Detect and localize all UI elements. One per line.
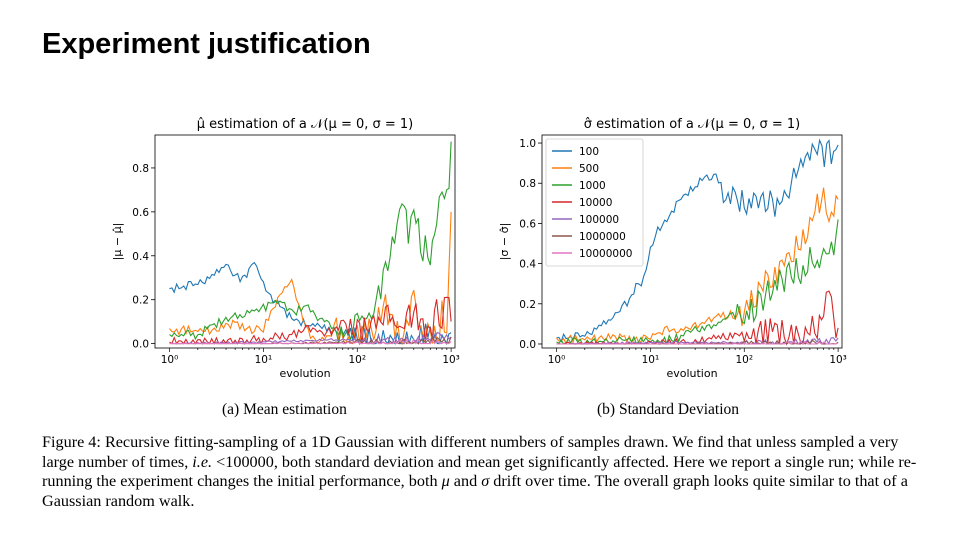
series-line-500: [556, 187, 839, 345]
plot-frame: [154, 134, 456, 349]
caption-sigma: σ: [481, 472, 490, 490]
series-line-10000000: [556, 340, 839, 345]
series-line-100000: [169, 331, 452, 345]
series-line-1000: [169, 141, 452, 344]
x-tick-label: 10⁰: [548, 354, 566, 366]
caption-part1: Recursive fitting-sampling of a 1D Gauss…: [42, 433, 899, 471]
y-tick-label: 0.0: [132, 339, 149, 351]
series-line-10000000: [169, 338, 452, 345]
plot-frame: [541, 134, 843, 349]
legend-label-10000: 10000: [579, 197, 612, 209]
series-line-100: [556, 138, 839, 343]
subcaption-std: (b) Standard Deviation: [597, 401, 740, 418]
x-tick-label: 10⁰: [161, 354, 179, 366]
y-tick-label: 0.6: [519, 218, 536, 230]
y-axis-label: |μ − μ̂|: [111, 223, 124, 261]
series-line-500: [169, 211, 452, 346]
caption-and: and: [453, 472, 478, 490]
y-tick-label: 0.2: [132, 295, 149, 307]
legend-label-10000000: 10000000: [579, 248, 632, 260]
series-group: [556, 138, 839, 346]
legend-label-100: 100: [579, 146, 599, 158]
legend-label-100000: 100000: [579, 214, 619, 226]
y-tick-label: 0.6: [132, 207, 149, 219]
x-axis-label: evolution: [666, 367, 717, 380]
x-tick-label: 10²: [348, 354, 366, 366]
caption-part3: drift over time. The overall graph looks…: [42, 472, 908, 510]
caption-part2: <100000, both standard deviation and mea…: [42, 452, 917, 491]
y-tick-label: 0.8: [132, 163, 149, 175]
slide-title: Experiment justification: [42, 28, 371, 60]
std-estimation-chart: σ̂ estimation of a 𝒩(μ = 0, σ = 1) 0.0 0.2…: [498, 117, 847, 380]
series-line-10000: [169, 296, 452, 346]
x-tick-label: 10³: [442, 354, 460, 366]
y-tick-label: 0.2: [519, 299, 536, 311]
legend-label-500: 500: [579, 163, 599, 175]
x-tick-label: 10³: [829, 354, 847, 366]
caption-label: Figure 4:: [42, 433, 101, 451]
series-group: [169, 141, 452, 346]
x-tick-label: 10²: [735, 354, 753, 366]
caption-mu: μ: [441, 472, 450, 490]
series-line-10000: [556, 290, 839, 346]
y-tick-label: 0.4: [132, 251, 149, 263]
subcaption-mean: (a) Mean estimation: [222, 401, 347, 418]
legend-label-1000: 1000: [579, 180, 606, 192]
chart-legend: 100 500 1000 10000 100000 1000000 10000000: [545, 138, 644, 267]
y-tick-label: 0.4: [519, 259, 536, 271]
mean-estimation-chart: μ̂ estimation of a 𝒩(μ = 0, σ = 1) 0.0 0.2…: [111, 117, 460, 380]
legend-label-1000000: 1000000: [579, 231, 626, 243]
legend-frame: [545, 138, 644, 267]
y-tick-label: 0.8: [519, 178, 536, 190]
y-tick-label: 0.0: [519, 339, 536, 351]
caption-ie: i.e.: [192, 452, 213, 471]
chart-title: μ̂ estimation of a 𝒩(μ = 0, σ = 1): [197, 117, 414, 132]
chart-title: σ̂ estimation of a 𝒩(μ = 0, σ = 1): [584, 117, 801, 132]
x-axis-label: evolution: [279, 367, 330, 380]
y-tick-label: 1.0: [519, 138, 536, 150]
x-tick-label: 10¹: [642, 354, 660, 366]
figure-caption: Figure 4: Recursive fitting-sampling of …: [42, 433, 932, 511]
y-axis-label: |σ − σ̂|: [498, 223, 511, 261]
x-tick-label: 10¹: [255, 354, 273, 366]
